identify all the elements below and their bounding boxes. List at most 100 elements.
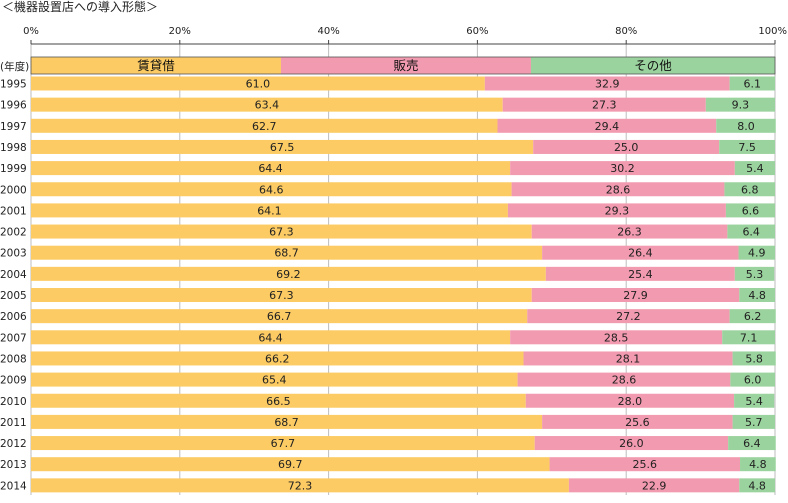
legend-header-bar: 賃貸借 販売 その他	[30, 56, 776, 75]
data-label: 25.6	[633, 458, 658, 471]
data-label: 64.6	[259, 183, 284, 196]
data-label: 5.4	[745, 395, 763, 408]
data-label: 69.2	[276, 268, 301, 281]
category-label: 2008	[0, 353, 27, 365]
data-label: 32.9	[595, 78, 620, 91]
bar-segment	[722, 330, 775, 345]
data-label: 28.6	[612, 374, 637, 387]
category-header: (年度)	[0, 60, 29, 73]
bar-segment	[484, 76, 730, 91]
data-label: 22.9	[642, 479, 667, 492]
data-label: 4.9	[748, 247, 766, 260]
x-tick-label: 60%	[466, 26, 488, 37]
data-label: 28.0	[618, 395, 643, 408]
data-label: 67.3	[269, 226, 294, 239]
bar-segment	[31, 436, 535, 451]
data-label: 69.7	[278, 458, 303, 471]
category-label: 2007	[0, 332, 27, 344]
bar-segment	[31, 245, 543, 260]
data-label: 67.3	[269, 289, 294, 302]
category-label: 2009	[0, 375, 27, 387]
bar-segment	[542, 414, 733, 429]
bar-segment	[525, 393, 735, 408]
bar-segment	[732, 351, 776, 366]
bar-segment	[531, 288, 740, 302]
bar-segment	[31, 266, 546, 281]
data-label: 5.3	[746, 268, 764, 281]
data-label: 6.4	[742, 226, 760, 239]
data-label: 28.6	[606, 183, 631, 196]
data-label: 66.5	[266, 395, 291, 408]
x-tick-label: 20%	[169, 26, 191, 37]
category-label: 2005	[0, 290, 27, 302]
data-label: 7.5	[738, 141, 756, 154]
legend-label: 販売	[393, 58, 418, 73]
bar-segment	[734, 393, 775, 408]
category-label: 1995	[0, 79, 27, 91]
data-label: 66.2	[265, 352, 290, 365]
category-labels: (年度) 1995 1996 1997 1998 1999 2000 2001 2002 2003…	[0, 60, 29, 492]
bar-segment	[725, 203, 775, 218]
bar-segment	[705, 97, 775, 112]
data-label: 28.5	[604, 331, 629, 344]
bar-segment	[739, 478, 775, 493]
x-axis: 0% 20% 40% 60% 80% 100%	[23, 26, 787, 45]
bar-segment	[527, 309, 730, 324]
category-label: 2006	[0, 311, 27, 323]
bar-segment	[523, 351, 733, 366]
data-label: 66.7	[267, 310, 292, 323]
data-label: 61.0	[246, 78, 271, 91]
bar-segment	[31, 118, 498, 133]
data-label: 6.0	[744, 374, 762, 387]
bar-segment	[542, 245, 739, 260]
data-label: 27.2	[616, 310, 641, 323]
bar-segment	[730, 372, 775, 387]
bar-segment	[31, 372, 518, 387]
data-label: 67.7	[271, 437, 296, 450]
bar-segment	[545, 266, 735, 281]
data-label: 28.1	[616, 352, 641, 365]
bar-segment	[719, 139, 775, 154]
data-labels: 61.0 32.9 6.1 63.4 27.3 9.3 62.7 29.4 8.0 67.5 25.…	[246, 78, 767, 493]
bar-segment	[31, 393, 526, 408]
data-label: 5.7	[745, 416, 763, 429]
legend-swatch	[31, 57, 281, 74]
data-label: 6.1	[744, 78, 762, 91]
bar-segment	[734, 266, 775, 281]
category-label: 2014	[0, 480, 27, 492]
data-label: 64.4	[258, 331, 283, 344]
bar-segment	[729, 309, 776, 324]
data-label: 62.7	[252, 120, 277, 133]
bar-segment	[729, 76, 775, 91]
category-label: 2004	[0, 269, 27, 281]
bar-segment	[533, 139, 720, 154]
bar-segment	[31, 139, 534, 154]
bar-segment	[497, 118, 717, 133]
bar-segment	[31, 351, 524, 366]
category-label: 2000	[0, 184, 27, 196]
bar-segment	[738, 245, 775, 260]
data-label: 6.4	[743, 437, 761, 450]
bar-segment	[739, 288, 775, 302]
category-label: 1996	[0, 100, 27, 112]
bar-segment	[31, 182, 512, 197]
legend-label: 賃貸借	[137, 58, 175, 73]
category-label: 1998	[0, 142, 27, 154]
data-label: 4.8	[748, 289, 766, 302]
data-label: 8.0	[737, 120, 755, 133]
legend-swatch	[530, 57, 775, 74]
bar-segment	[31, 97, 503, 112]
data-label: 65.4	[262, 374, 287, 387]
bar-segment	[511, 182, 725, 197]
data-label: 64.4	[258, 162, 283, 175]
x-tick-label: 100%	[758, 26, 787, 37]
chart-title: ＜機器設置店への導入形態＞	[2, 0, 158, 14]
data-label: 6.2	[744, 310, 762, 323]
bar-segment	[732, 414, 775, 429]
data-label: 27.3	[592, 99, 617, 112]
bar-segment	[507, 203, 726, 218]
data-label: 64.1	[257, 204, 282, 217]
bar-segment	[31, 414, 543, 429]
bar-segment	[517, 372, 731, 387]
